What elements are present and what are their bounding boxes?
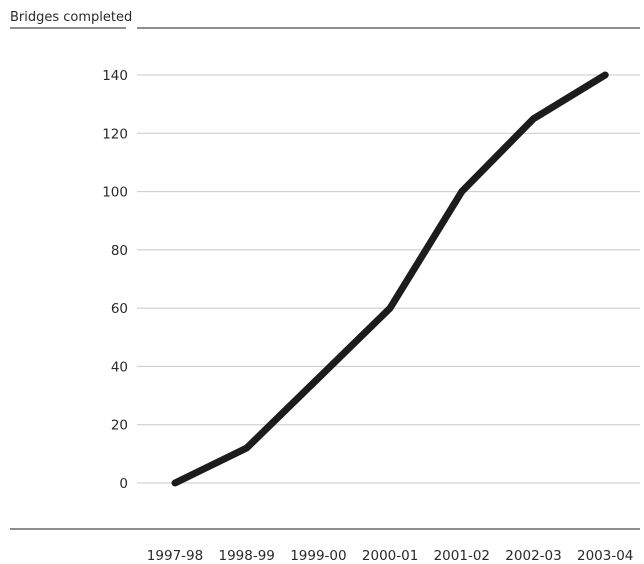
y-tick-label: 80 xyxy=(111,243,128,259)
x-tick-labels: 1997-98 1998-99 1999-00 2000-01 2001-02 2002-… xyxy=(147,548,634,564)
y-tick-label: 40 xyxy=(111,359,128,375)
y-tick-label: 120 xyxy=(102,126,128,142)
y-tick-label: 0 xyxy=(119,476,128,492)
y-tick-label: 100 xyxy=(102,185,128,201)
y-tick-label: 60 xyxy=(111,301,128,317)
series-points xyxy=(174,74,606,484)
y-axis-title: Bridges completed xyxy=(10,10,132,25)
x-tick-label: 2003-04 xyxy=(577,548,633,564)
x-tick-label: 2000-01 xyxy=(362,548,418,564)
y-tick-label: 20 xyxy=(111,418,128,434)
x-tick-label: 2001-02 xyxy=(434,548,490,564)
x-tick-label: 1997-98 xyxy=(147,548,203,564)
x-tick-label: 2002-03 xyxy=(505,548,561,564)
y-tick-label: 140 xyxy=(102,68,128,84)
x-tick-label: 1998-99 xyxy=(218,548,274,564)
x-tick-label: 1999-00 xyxy=(290,548,346,564)
series-line xyxy=(171,71,609,487)
gridlines xyxy=(137,74,640,484)
y-tick-labels: 0 20 40 60 80 100 120 140 xyxy=(102,68,128,492)
